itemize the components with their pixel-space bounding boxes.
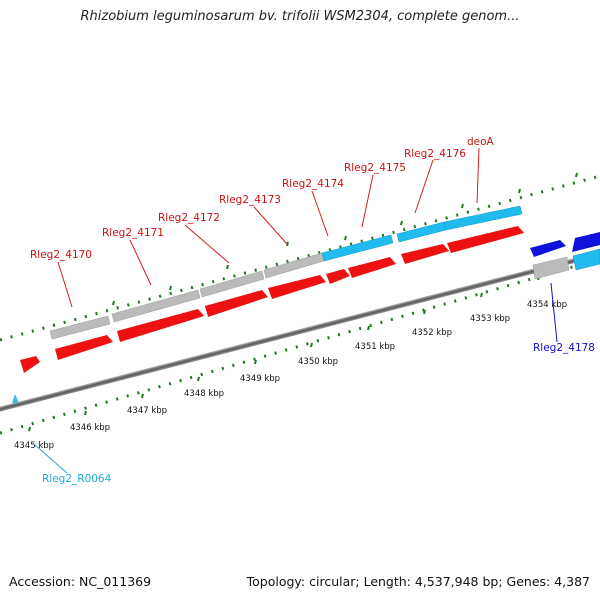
- callout-line: [253, 206, 288, 245]
- scale-tick: [141, 393, 144, 399]
- cds-arrow: [326, 269, 350, 284]
- callout-line: [57, 261, 73, 308]
- scale-label: 4352 kbp: [412, 328, 452, 338]
- gene-block: [572, 248, 600, 271]
- gene-label-rleg2-4175[interactable]: Rleg2_4175: [344, 162, 406, 174]
- cds-arrow: [20, 356, 40, 373]
- scale-tick: [310, 342, 313, 348]
- callout-line: [311, 190, 329, 237]
- gene-callout-lines: [33, 147, 558, 474]
- scale-label: 4348 kbp: [184, 389, 224, 399]
- scale-label: 4353 kbp: [470, 314, 510, 324]
- scale-label: 4351 kbp: [355, 342, 395, 352]
- scale-tick: [169, 285, 172, 291]
- gene-label-rleg2-4171[interactable]: Rleg2_4171: [102, 227, 164, 239]
- rna-marker: [12, 394, 19, 403]
- scale-tick: [112, 300, 115, 306]
- gene-track-upper: [49, 205, 600, 340]
- scale-tick: [286, 241, 289, 247]
- gene-block: [199, 270, 265, 298]
- scale-tick: [367, 325, 370, 331]
- cds-arrow: [348, 257, 396, 278]
- gene-label-rleg2-r0064[interactable]: Rleg2_R0064: [42, 473, 112, 485]
- genome-backbone: [0, 236, 600, 418]
- gene-label-rleg2-4172[interactable]: Rleg2_4172: [158, 212, 220, 224]
- scale-label: 4347 kbp: [127, 406, 167, 416]
- gene-label-rleg2-4174[interactable]: Rleg2_4174: [282, 178, 344, 190]
- scale-tick: [400, 220, 403, 226]
- gene-label-rleg2-4170[interactable]: Rleg2_4170: [30, 249, 92, 261]
- cds-arrow: [530, 240, 566, 257]
- callout-line: [33, 443, 68, 474]
- scale-tick: [480, 292, 483, 298]
- cds-arrow: [447, 226, 524, 253]
- scale-label: 4345 kbp: [14, 441, 54, 451]
- gene-block: [443, 205, 523, 231]
- gene-block: [321, 234, 394, 262]
- cds-arrow: [117, 309, 204, 342]
- scale-label: 4354 kbp: [527, 300, 567, 310]
- gene-label-rleg2-4178[interactable]: Rleg2_4178: [533, 342, 595, 354]
- genome-summary-text: Topology: circular; Length: 4,537,948 bp…: [246, 574, 590, 589]
- callout-line: [361, 174, 374, 228]
- gene-block: [111, 289, 201, 323]
- scale-tick: [423, 309, 426, 315]
- callout-line: [129, 239, 152, 286]
- gene-block: [396, 221, 447, 243]
- scale-label: 4349 kbp: [240, 374, 280, 384]
- gene-label-rleg2-4176[interactable]: Rleg2_4176: [404, 148, 466, 160]
- accession-text: Accession: NC_011369: [9, 574, 152, 589]
- gene-block: [49, 315, 111, 340]
- scale-tick: [344, 235, 347, 241]
- callout-line: [476, 147, 480, 204]
- scale-tick: [28, 426, 31, 432]
- scale-tick: [197, 376, 200, 382]
- scale-tick: [575, 172, 578, 178]
- scale-tick: [461, 203, 464, 209]
- callout-line: [414, 159, 434, 214]
- gene-label-deoa[interactable]: deoA: [467, 136, 495, 148]
- gene-block: [263, 252, 325, 279]
- cds-arrow: [55, 335, 113, 360]
- map-title: Rhizobium leguminosarum bv. trifolii WSM…: [80, 9, 520, 24]
- gene-label-rleg2-4173[interactable]: Rleg2_4173: [219, 194, 281, 206]
- cds-arrow: [572, 232, 600, 252]
- scale-tick: [518, 188, 521, 194]
- callout-line: [550, 282, 558, 343]
- scale-tick: [84, 410, 87, 416]
- scale-labels: 4345 kbp 4346 kbp 4347 kbp 4348 kbp 4349…: [14, 300, 567, 451]
- scale-tick: [226, 264, 229, 270]
- cds-arrow: [268, 275, 326, 299]
- cds-arrow: [401, 244, 449, 264]
- cds-track: [20, 226, 600, 373]
- scale-label: 4346 kbp: [70, 423, 110, 433]
- upper-dotted-guide: [0, 174, 600, 342]
- cds-arrow: [205, 290, 268, 317]
- scale-label: 4350 kbp: [298, 357, 338, 367]
- callout-line: [184, 224, 230, 264]
- scale-tick: [254, 359, 257, 365]
- gene-block: [532, 256, 570, 280]
- gene-labels: Rleg2_4170 Rleg2_4171 Rleg2_4172 Rleg2_4…: [30, 136, 595, 485]
